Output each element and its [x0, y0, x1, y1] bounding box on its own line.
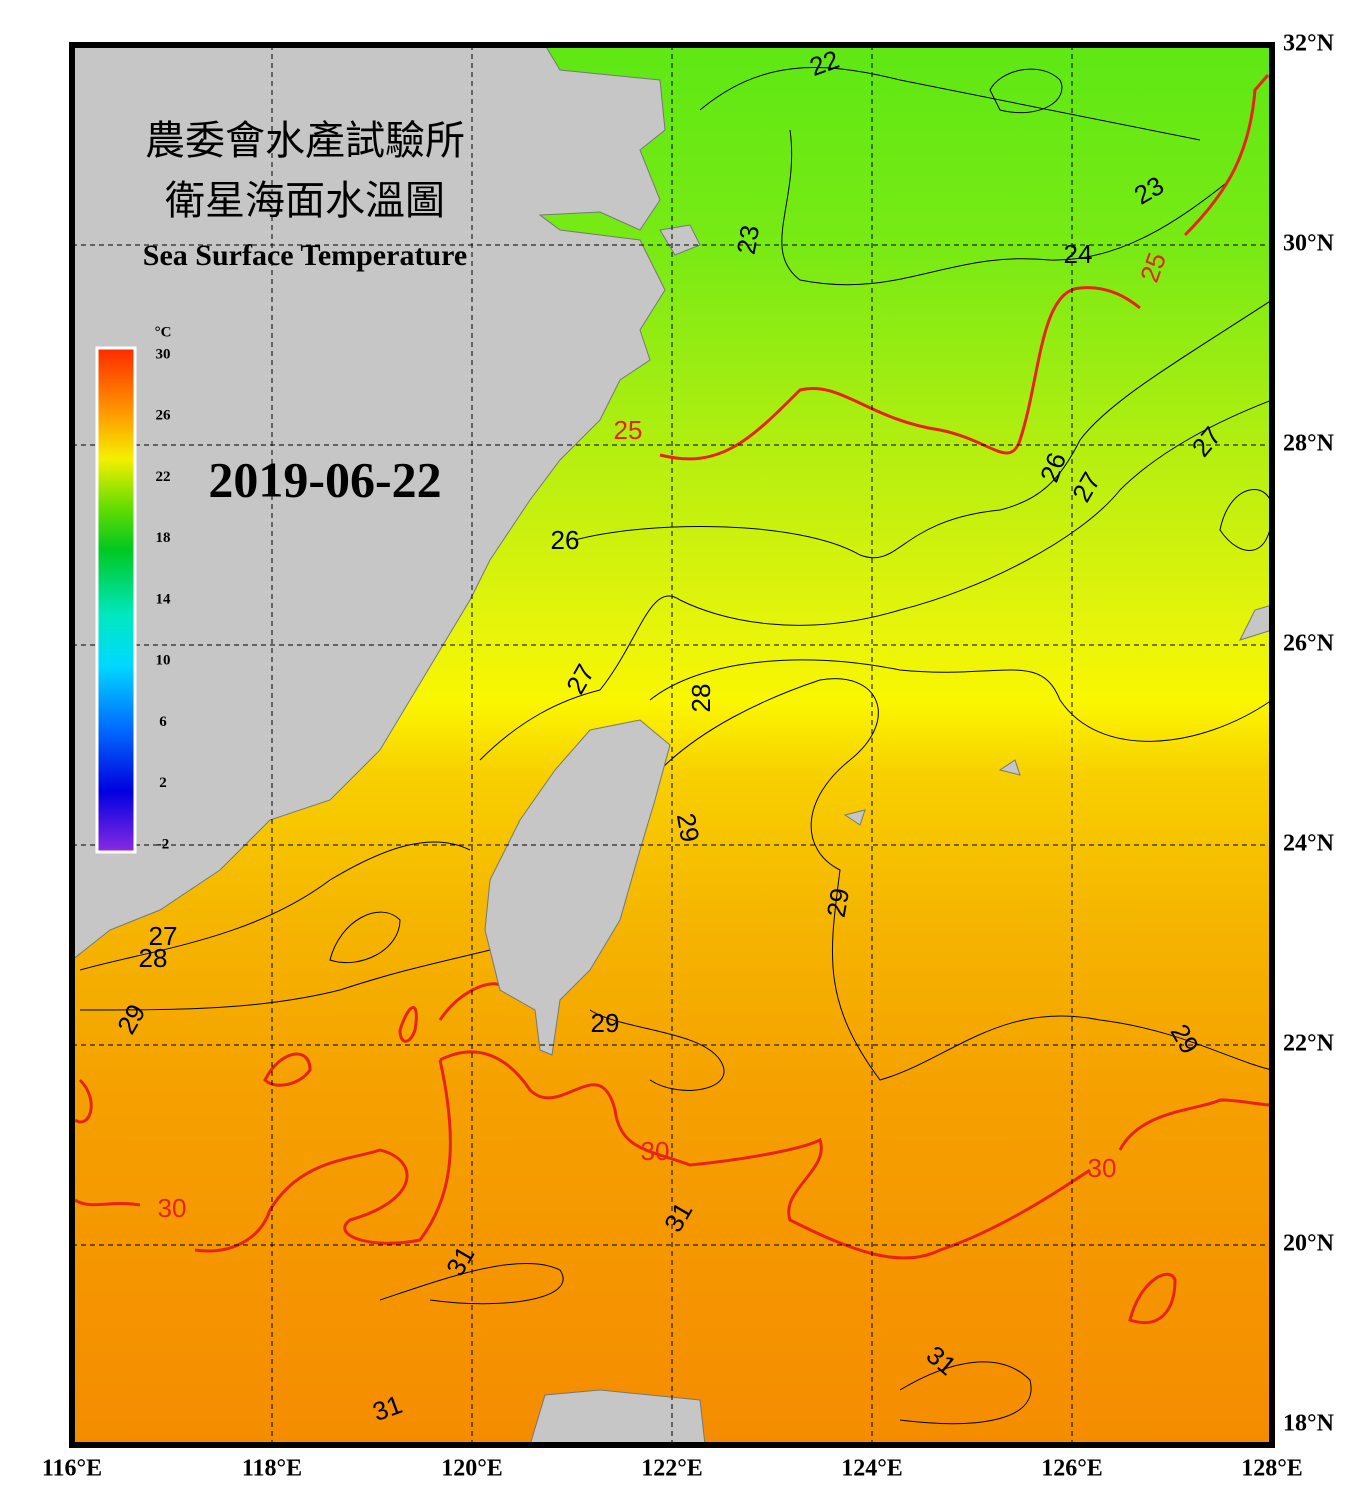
- colorbar-tick: 10: [156, 653, 171, 669]
- lon-label: 120°E: [441, 1456, 503, 1482]
- title-en: Sea Surface Temperature: [143, 239, 467, 272]
- contour-label: 26: [551, 525, 580, 555]
- date: 2019-06-22: [208, 451, 441, 507]
- graticule: [72, 45, 1272, 1445]
- lat-label: 20°N: [1283, 1231, 1335, 1257]
- lat-label: 28°N: [1283, 431, 1335, 457]
- lon-label: 118°E: [242, 1456, 302, 1482]
- axes: 116°E 118°E 120°E 122°E 124°E 126°E 128°E 32°N 3…: [42, 31, 1335, 1482]
- contour-label: 29: [821, 886, 856, 920]
- colorbar-tick: 30: [156, 346, 171, 362]
- colorbar-tick: 2: [159, 775, 167, 791]
- title-zh: 農委會水產試驗所: [145, 118, 465, 163]
- contour-label: 25: [614, 415, 643, 445]
- lon-label: 128°E: [1241, 1456, 1303, 1482]
- contour-label: 27: [149, 921, 178, 951]
- colorbar-tick: 26: [156, 408, 172, 424]
- lon-label: 126°E: [1041, 1456, 1103, 1482]
- contour-label: 29: [671, 811, 706, 845]
- highlight-isotherms: [74, 74, 1272, 1325]
- colorbar-tick: 18: [156, 530, 171, 546]
- lon-label: 122°E: [641, 1456, 703, 1482]
- frame: [69, 42, 1275, 1448]
- contour-label: 30: [158, 1193, 187, 1223]
- lon-label: 124°E: [841, 1456, 903, 1482]
- contour-label: 24: [1064, 239, 1093, 269]
- subtitle-zh: 衛星海面水溫圖: [165, 178, 445, 223]
- land: [72, 45, 1272, 1445]
- contour-label: 29: [591, 1008, 620, 1038]
- lat-label: 26°N: [1283, 631, 1335, 657]
- lon-label: 116°E: [42, 1456, 102, 1482]
- colorbar-tick: 6: [159, 714, 167, 730]
- colorbar-unit: °C: [155, 324, 172, 340]
- lat-label: 32°N: [1283, 31, 1335, 57]
- colorbar: [95, 346, 137, 854]
- lat-label: 30°N: [1283, 231, 1335, 257]
- colorbar-tick: 14: [156, 591, 172, 607]
- colorbar-tick: -2: [157, 836, 170, 852]
- contour-label: 30: [1088, 1153, 1117, 1183]
- lat-label: 18°N: [1283, 1411, 1335, 1437]
- lat-label: 24°N: [1283, 831, 1335, 857]
- contour-label: 28: [139, 943, 168, 973]
- colorbar-tick: 22: [156, 469, 171, 485]
- lat-label: 22°N: [1283, 1031, 1335, 1057]
- contour-label: 23: [731, 223, 766, 257]
- contour-label: 28: [686, 684, 716, 713]
- isotherms: [79, 67, 1272, 1425]
- contour-label: 30: [641, 1136, 670, 1166]
